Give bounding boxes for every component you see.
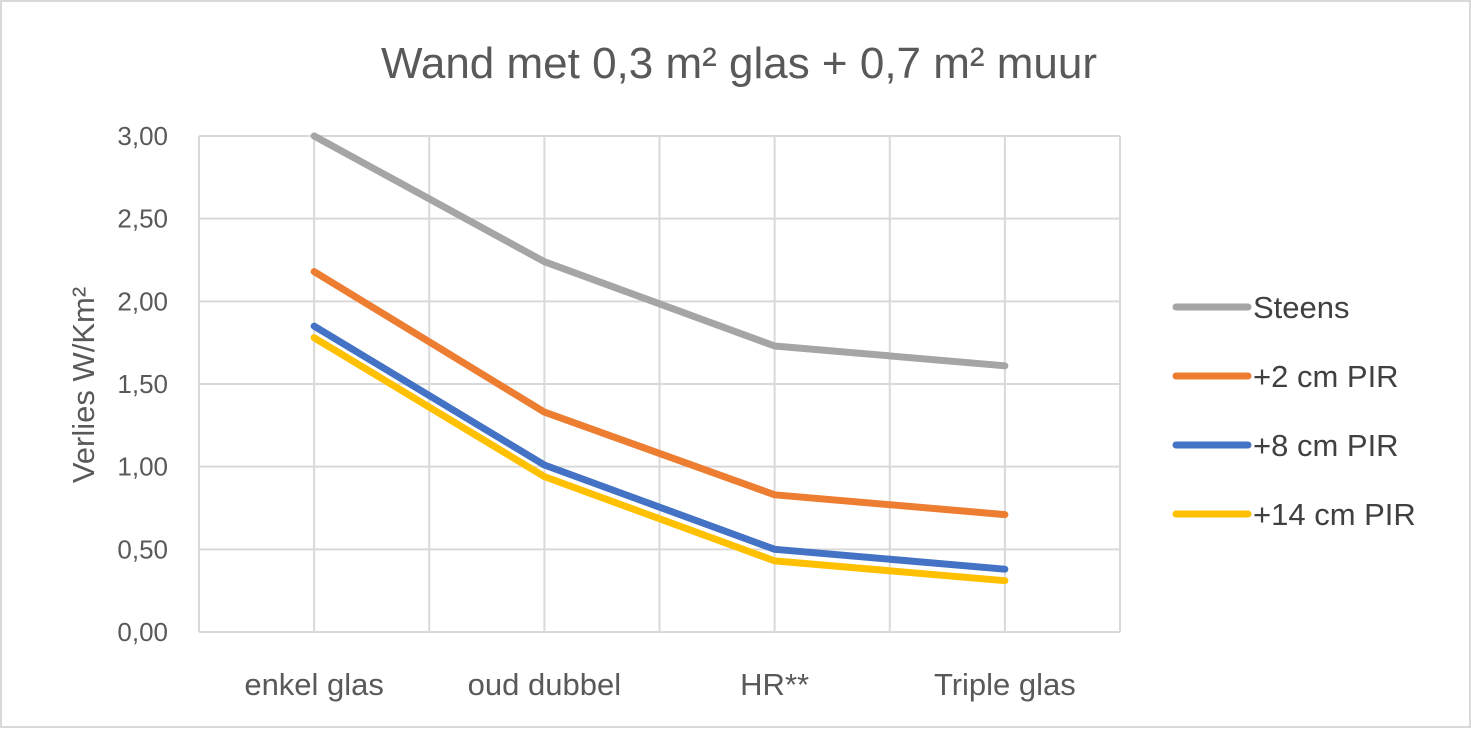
series-line-2 (310, 322, 1009, 573)
y-tick-label: 1,00 (117, 452, 168, 482)
x-category-label: HR** (740, 667, 809, 702)
y-tick-label: 1,50 (117, 369, 168, 399)
y-tick-label: 0,50 (117, 534, 168, 564)
x-category-label: oud dubbel (468, 667, 621, 702)
y-tick-label: 2,50 (117, 204, 168, 234)
x-category-label: Triple glas (934, 667, 1076, 702)
y-axis-ticks: 0,00 0,50 1,00 1,50 2,00 2,50 3,00 (117, 121, 168, 647)
y-axis-title: Verlies W/Km² (66, 287, 101, 483)
x-category-label: enkel glas (244, 667, 384, 702)
legend-label: +8 cm PIR (1253, 428, 1399, 463)
legend: Steens +2 cm PIR +8 cm PIR +14 cm PIR (1172, 290, 1416, 532)
series-line-1 (310, 268, 1009, 519)
gridlines (198, 135, 1121, 633)
series-lines (310, 132, 1009, 585)
series-line-3 (310, 334, 1009, 585)
legend-label: +2 cm PIR (1253, 359, 1399, 394)
x-axis-categories: enkel glas oud dubbel HR** Triple glas (244, 667, 1075, 702)
legend-label: +14 cm PIR (1253, 497, 1416, 532)
series-line-0 (310, 132, 1009, 370)
y-tick-label: 2,00 (117, 286, 168, 316)
y-tick-label: 0,00 (117, 617, 168, 647)
y-tick-label: 3,00 (117, 121, 168, 151)
chart-title: Wand met 0,3 m² glas + 0,7 m² muur (381, 39, 1097, 88)
legend-label: Steens (1253, 290, 1350, 325)
